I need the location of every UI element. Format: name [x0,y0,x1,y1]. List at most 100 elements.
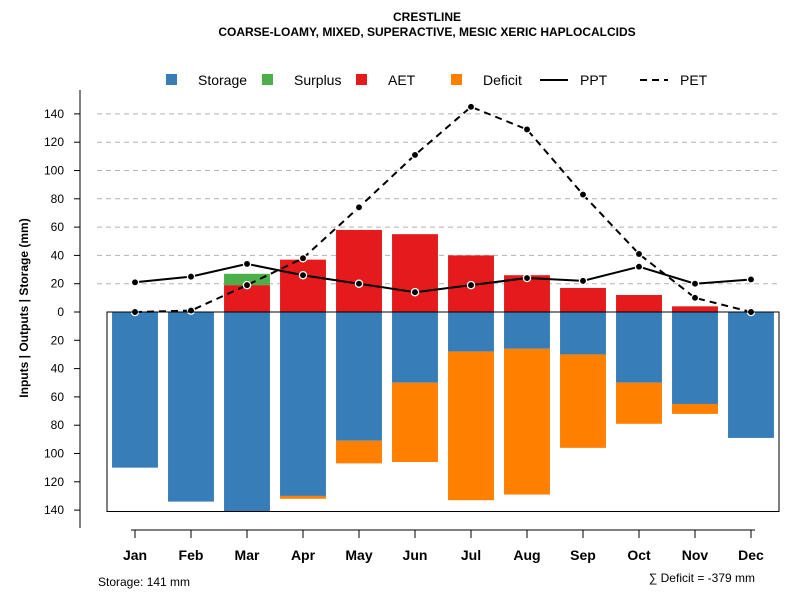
x-tick-label-aug: Aug [513,547,540,563]
legend-label-ppt: PPT [580,72,608,88]
x-tick-label-jan: Jan [123,547,147,563]
ppt-point-mar [242,259,252,269]
pet-point-jun [410,150,420,160]
y-tick-label: 120 [44,475,64,489]
pet-point-mar [242,280,252,290]
aet-bar-mar [224,285,270,312]
deficit-bar-aug [504,348,550,495]
surplus-bar-mar [224,273,270,286]
ppt-point-oct [634,262,644,271]
aet-bar-oct [616,295,662,312]
legend-item-ppt: PPT [540,72,608,88]
ppt-point-nov [690,279,700,288]
storage-bar-apr [280,312,326,496]
legend-label-deficit: Deficit [483,72,522,88]
chart-legend: Storage Surplus AET Deficit PPT PET [166,72,708,88]
axes: 140 120 100 80 60 40 20 0 20 40 60 80 100 120 140 Jan Fe… [44,90,780,563]
y-tick-label: 40 [51,248,65,262]
storage-bar-nov [672,312,718,404]
ppt-point-apr [298,270,308,280]
storage-bar-jul [448,312,494,352]
deficit-summary: ∑ Deficit = -379 mm [649,571,755,585]
storage-bar-feb [168,312,214,502]
aet-bar-apr [280,259,326,312]
aet-bar-sep [560,287,606,312]
x-tick-label-feb: Feb [179,547,204,563]
x-tick-label-sep: Sep [570,547,596,563]
storage-bar-dec [728,312,774,438]
ppt-point-feb [186,272,196,281]
y-tick-label: 20 [51,277,65,291]
deficit-bar-oct [616,382,662,424]
series-lines [130,102,756,317]
storage-bar-may [336,312,382,441]
y-tick-label: 100 [44,164,64,178]
ppt-point-jun [410,287,420,297]
y-tick-label: 80 [51,192,65,206]
legend-label-aet: AET [388,72,416,88]
deficit-bar-nov [672,403,718,414]
y-tick-label: 60 [51,390,65,404]
legend-label-surplus: Surplus [294,72,341,88]
storage-summary: Storage: 141 mm [98,575,190,589]
y-tick-label: 40 [51,362,65,376]
y-tick-label: 140 [44,503,64,517]
storage-bar-jun [392,312,438,383]
storage-bar-oct [616,312,662,383]
legend-item-pet: PET [640,72,708,88]
ppt-line [134,262,752,294]
x-tick-label-nov: Nov [682,547,709,563]
pet-point-feb [186,306,196,315]
x-tick-label-jun: Jun [403,547,428,563]
aet-bar-nov [672,306,718,312]
aet-bar-jun [392,234,438,312]
deficit-bar-jun [392,382,438,462]
y-tick-label: 0 [57,305,64,319]
ppt-point-jul [466,280,476,290]
legend-swatch-surplus [262,74,273,85]
ppt-point-jan [130,278,140,287]
storage-box [106,311,780,513]
x-tick-label-dec: Dec [738,547,764,563]
x-tick-label-oct: Oct [627,547,651,563]
pet-point-apr [298,253,308,263]
pet-point-aug [522,125,532,134]
legend-label-pet: PET [680,72,708,88]
chart-subtitle: COARSE-LOAMY, MIXED, SUPERACTIVE, MESIC … [218,25,635,39]
legend-item-storage: Storage [166,72,247,88]
x-tick-label-mar: Mar [235,547,260,563]
deficit-bar-may [336,440,382,464]
y-tick-label: 20 [51,333,65,347]
y-tick-label: 60 [51,220,65,234]
storage-bar-aug [504,312,550,349]
storage-bar-sep [560,312,606,355]
ppt-point-sep [578,276,588,286]
y-tick-label: 100 [44,447,64,461]
pet-point-nov [690,293,700,303]
pet-point-may [354,203,364,212]
legend-swatch-deficit [451,74,462,85]
x-tick-label-may: May [345,547,372,563]
storage-bar-mar [224,312,270,512]
x-tick-label-apr: Apr [291,547,316,563]
deficit-bar-jul [448,351,494,501]
ppt-point-may [354,279,364,288]
legend-label-storage: Storage [198,72,247,88]
bars [112,229,774,512]
gridlines [97,113,779,285]
chart-title: CRESTLINE [393,10,461,24]
legend-item-deficit: Deficit [451,72,522,88]
storage-bar-jan [112,312,158,468]
legend-swatch-storage [166,74,177,85]
ppt-point-aug [522,273,532,283]
deficit-bar-sep [560,354,606,448]
pet-point-oct [634,249,644,259]
aet-bar-may [336,229,382,312]
y-axis-label: Inputs | Outputs | Storage (mm) [17,218,31,397]
y-tick-label: 140 [44,107,64,121]
legend-item-aet: AET [356,72,416,88]
y-tick-label: 120 [44,135,64,149]
legend-swatch-aet [356,74,367,85]
pet-point-sep [578,190,588,199]
